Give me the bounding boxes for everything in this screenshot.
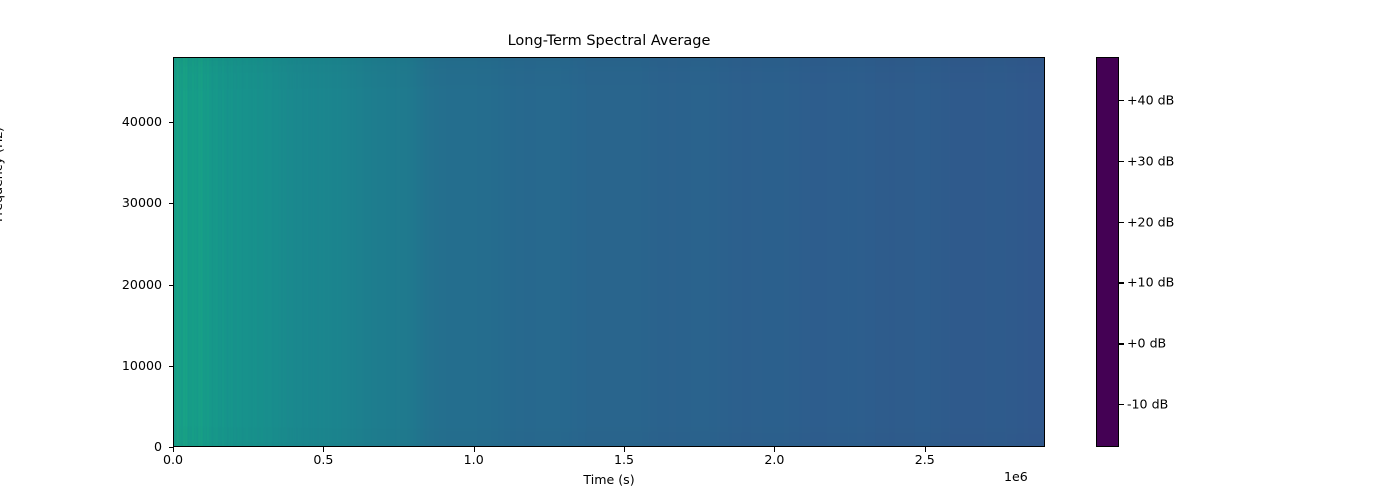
x-tick-mark xyxy=(774,447,776,452)
x-tick-label: 1.0 xyxy=(463,452,484,467)
colorbar-tick-label: +10 dB xyxy=(1127,274,1175,290)
x-axis-label: Time (s) xyxy=(583,472,635,487)
x-tick-mark xyxy=(624,447,626,452)
spectrogram-axes[interactable] xyxy=(173,57,1045,447)
y-tick-mark xyxy=(168,284,173,286)
spectrogram-image xyxy=(174,58,1044,446)
y-tick-mark xyxy=(168,203,173,205)
y-tick-label: 0 xyxy=(153,439,162,454)
x-tick-label: 0.5 xyxy=(313,452,334,467)
y-tick-label: 40000 xyxy=(121,114,162,129)
x-tick-label: 2.0 xyxy=(764,452,785,467)
colorbar-tick-mark xyxy=(1119,160,1124,162)
colorbar-tick-label: +40 dB xyxy=(1127,92,1175,108)
page-title: Long-Term Spectral Average xyxy=(507,33,711,49)
x-tick-mark xyxy=(924,447,926,452)
colorbar-tick-label: +0 dB xyxy=(1127,335,1167,351)
x-tick-mark xyxy=(473,447,475,452)
colorbar-tick-mark xyxy=(1119,404,1124,406)
y-tick-label: 20000 xyxy=(121,276,162,292)
y-tick-mark xyxy=(168,122,173,124)
colorbar-tick-mark xyxy=(1119,99,1124,101)
x-tick-label: 2.5 xyxy=(914,452,935,467)
y-tick-mark xyxy=(168,447,173,449)
colorbar-tick-mark xyxy=(1119,282,1124,284)
colorbar-tick-label: +20 dB xyxy=(1127,214,1175,230)
x-tick-label: 1.5 xyxy=(614,452,635,467)
y-tick-label: 30000 xyxy=(121,195,162,211)
colorbar-gradient xyxy=(1097,58,1118,446)
colorbar[interactable] xyxy=(1096,57,1119,447)
x-tick-label: 0.0 xyxy=(162,452,184,467)
colorbar-tick-mark xyxy=(1119,343,1124,345)
x-axis-exponent-label: 1e6 xyxy=(1004,469,1028,484)
colorbar-tick-label: +30 dB xyxy=(1127,153,1175,169)
x-tick-mark xyxy=(173,447,175,452)
colorbar-tick-label: -10 dB xyxy=(1127,396,1169,412)
y-tick-mark xyxy=(168,365,173,367)
x-tick-mark xyxy=(323,447,325,452)
y-tick-label: 10000 xyxy=(121,357,162,373)
colorbar-tick-mark xyxy=(1119,221,1124,223)
